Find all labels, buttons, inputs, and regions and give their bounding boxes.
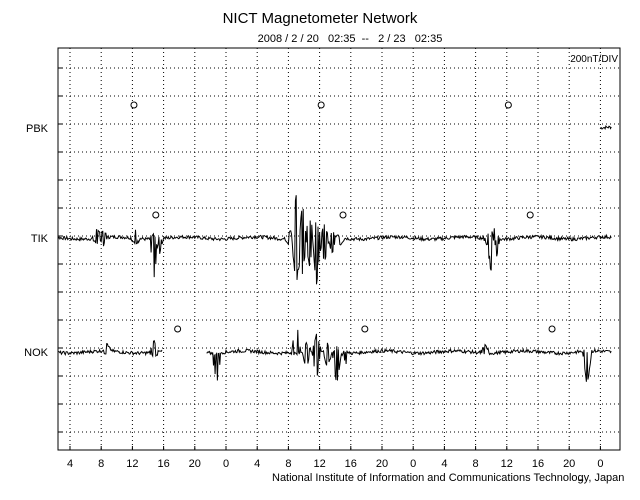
x-tick-label: 16 (157, 458, 169, 470)
trace-nok (58, 339, 163, 358)
marker-circle (152, 211, 160, 219)
x-tick-label: 12 (501, 458, 513, 470)
station-label-tik: TIK (31, 233, 49, 245)
marker-circle (130, 101, 138, 109)
x-tick-label: 12 (126, 458, 138, 470)
trace-pbk (600, 125, 612, 131)
marker-circle (548, 325, 556, 333)
x-tick-label: 0 (597, 458, 603, 470)
labels-layer: 4 8 12 16 20 0 4 8 12 16 20 0 4 8 12 16 20 0 PBK TIK NOK (24, 123, 603, 470)
x-tick-label: 8 (98, 458, 104, 470)
x-tick-label: 20 (189, 458, 201, 470)
marker-circle (317, 101, 325, 109)
marker-circle (339, 211, 347, 219)
marker-circle (504, 101, 512, 109)
x-tick-label: 8 (285, 458, 291, 470)
trace-nok (206, 329, 612, 382)
x-tick-label: 4 (254, 458, 260, 470)
grid-layer (58, 48, 620, 450)
marker-circle (526, 211, 534, 219)
tick-layer (58, 67, 601, 450)
x-tick-label: 4 (67, 458, 73, 470)
marker-circle (174, 325, 182, 333)
corner-mark-icon: ▪▪▪ (578, 478, 583, 484)
chart-date-range: 2008 / 2 / 20 02:35 -- 2 / 23 02:35 (257, 33, 443, 45)
x-tick-label: 16 (345, 458, 357, 470)
station-label-nok: NOK (24, 347, 49, 359)
x-tick-label: 4 (441, 458, 447, 470)
plot-frame (57, 47, 621, 451)
x-tick-label: 20 (563, 458, 575, 470)
x-tick-label: 16 (532, 458, 544, 470)
traces-layer (57, 125, 612, 382)
station-label-pbk: PBK (26, 123, 49, 135)
x-tick-label: 0 (410, 458, 416, 470)
markers-layer (130, 101, 556, 333)
chart-title: NICT Magnetometer Network (222, 10, 418, 27)
x-tick-label: 8 (473, 458, 479, 470)
trace-tik (57, 195, 612, 285)
x-tick-label: 0 (223, 458, 229, 470)
scale-label: 200nT/DIV (570, 54, 618, 65)
credit-text: National Institute of Information and Co… (272, 472, 625, 484)
x-tick-label: 20 (376, 458, 388, 470)
x-tick-label: 12 (313, 458, 325, 470)
marker-circle (361, 325, 369, 333)
